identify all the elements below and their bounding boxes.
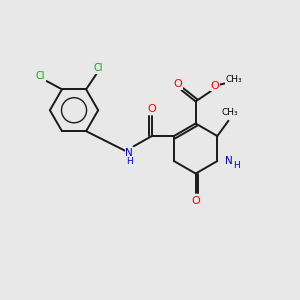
Text: H: H — [126, 157, 133, 166]
Text: O: O — [210, 81, 219, 91]
Text: Cl: Cl — [93, 63, 103, 73]
Text: O: O — [148, 103, 156, 114]
Text: N: N — [225, 156, 232, 166]
Text: O: O — [191, 196, 200, 206]
Text: CH₃: CH₃ — [222, 108, 238, 117]
Text: N: N — [125, 148, 133, 158]
Text: H: H — [233, 161, 240, 170]
Text: O: O — [174, 79, 182, 89]
Text: Cl: Cl — [35, 71, 45, 81]
Text: CH₃: CH₃ — [225, 75, 242, 84]
